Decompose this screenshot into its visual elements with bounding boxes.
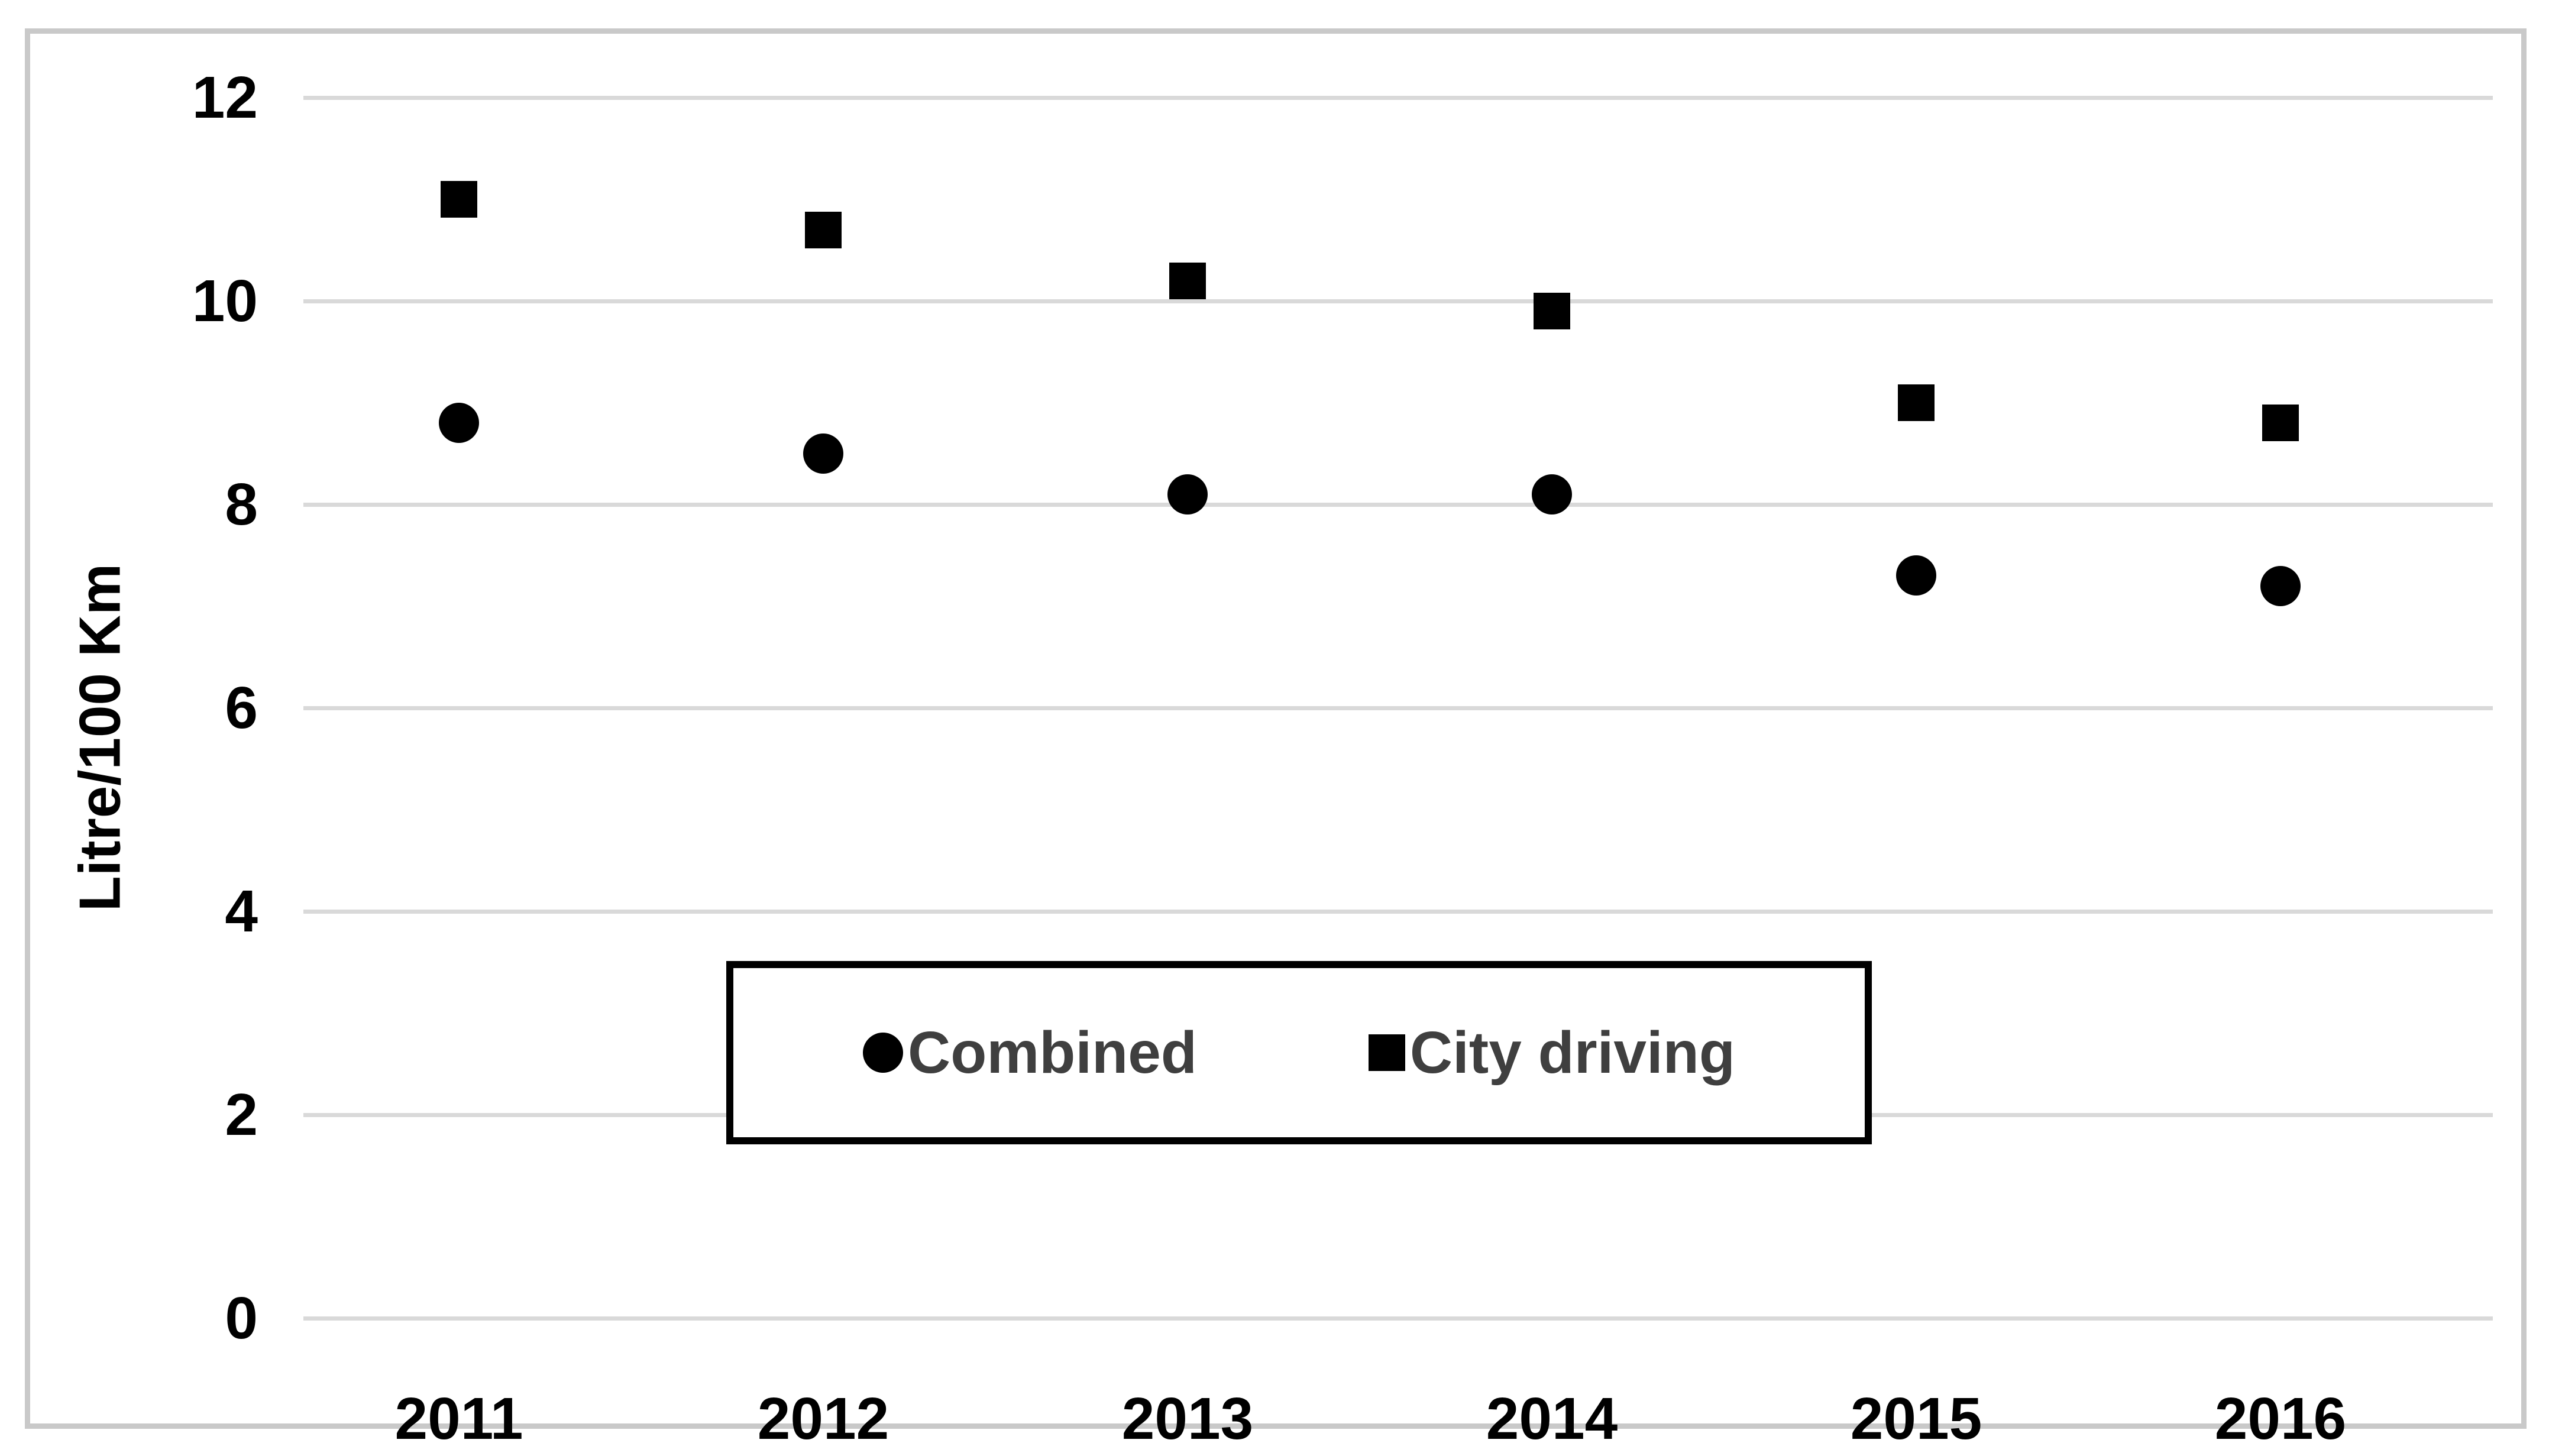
data-point-combined-2016 xyxy=(2260,565,2301,606)
y-tick-label-8: 8 xyxy=(225,471,258,538)
y-tick-label-10: 10 xyxy=(192,268,258,334)
gridline-6 xyxy=(303,706,2493,710)
gridline-0 xyxy=(303,1316,2493,1321)
gridline-10 xyxy=(303,299,2493,303)
gridline-8 xyxy=(303,503,2493,507)
x-tick-label-2015: 2015 xyxy=(1850,1386,1982,1452)
data-point-city-driving-2013 xyxy=(1169,262,1206,299)
x-tick-label-2011: 2011 xyxy=(394,1386,523,1452)
gridline-4 xyxy=(303,910,2493,914)
y-tick-label-6: 6 xyxy=(225,675,258,741)
combined-marker-icon xyxy=(863,1033,904,1073)
y-tick-label-2: 2 xyxy=(225,1082,258,1148)
data-point-city-driving-2012 xyxy=(805,211,842,248)
y-tick-label-0: 0 xyxy=(225,1285,258,1351)
y-tick-label-4: 4 xyxy=(225,878,258,944)
data-point-city-driving-2011 xyxy=(441,181,477,218)
data-point-city-driving-2016 xyxy=(2262,405,2299,442)
legend: Combined City driving xyxy=(726,961,1872,1144)
legend-label-city-driving: City driving xyxy=(1409,1019,1735,1086)
data-point-combined-2012 xyxy=(803,433,843,474)
data-point-city-driving-2015 xyxy=(1898,384,1935,421)
x-tick-label-2013: 2013 xyxy=(1121,1386,1254,1452)
data-point-combined-2013 xyxy=(1167,474,1208,515)
x-tick-label-2014: 2014 xyxy=(1486,1386,1618,1452)
x-tick-label-2016: 2016 xyxy=(2214,1386,2347,1452)
city-driving-marker-icon xyxy=(1368,1034,1405,1071)
x-tick-label-2012: 2012 xyxy=(757,1386,889,1452)
data-point-combined-2011 xyxy=(439,403,479,444)
y-tick-label-12: 12 xyxy=(192,64,258,131)
legend-item-combined: Combined xyxy=(863,1019,1197,1087)
legend-label-combined: Combined xyxy=(908,1019,1197,1086)
data-point-combined-2015 xyxy=(1896,555,1936,596)
data-point-city-driving-2014 xyxy=(1534,293,1570,330)
gridline-12 xyxy=(303,96,2493,100)
legend-item-city-driving: City driving xyxy=(1368,1019,1735,1087)
data-point-combined-2014 xyxy=(1532,474,1572,515)
